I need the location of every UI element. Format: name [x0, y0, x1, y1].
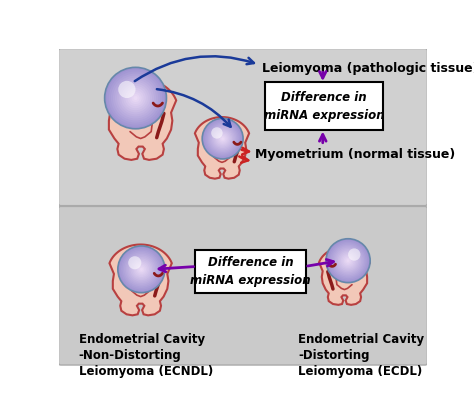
Circle shape [119, 82, 152, 114]
Circle shape [125, 88, 146, 109]
Circle shape [203, 120, 242, 157]
Circle shape [338, 250, 358, 271]
Circle shape [121, 84, 150, 112]
Circle shape [138, 266, 145, 272]
Circle shape [221, 137, 224, 140]
Circle shape [118, 81, 136, 98]
Circle shape [333, 246, 363, 275]
Circle shape [121, 249, 162, 290]
Text: Endometrial Cavity
-Distorting
Leiomyoma (ECDL): Endometrial Cavity -Distorting Leiomyoma… [298, 332, 424, 378]
Circle shape [210, 127, 235, 151]
Circle shape [118, 246, 165, 293]
Circle shape [137, 265, 146, 274]
Polygon shape [319, 247, 370, 305]
Circle shape [344, 256, 353, 265]
Circle shape [336, 249, 360, 272]
Circle shape [213, 129, 232, 148]
Circle shape [345, 258, 351, 263]
Circle shape [135, 263, 147, 275]
Circle shape [339, 252, 357, 270]
FancyBboxPatch shape [265, 83, 383, 130]
Circle shape [117, 80, 154, 116]
Circle shape [109, 72, 163, 125]
Circle shape [214, 131, 231, 147]
Circle shape [220, 136, 225, 141]
Circle shape [129, 92, 142, 104]
Circle shape [128, 90, 144, 106]
Circle shape [123, 86, 148, 110]
Circle shape [134, 261, 149, 277]
Circle shape [341, 253, 356, 268]
Circle shape [335, 247, 361, 274]
Text: Difference in
miRNA expression: Difference in miRNA expression [191, 256, 311, 287]
Circle shape [105, 67, 166, 129]
Polygon shape [105, 79, 176, 160]
Circle shape [111, 74, 160, 122]
Circle shape [326, 239, 370, 283]
Circle shape [205, 121, 240, 156]
Polygon shape [195, 117, 249, 179]
Circle shape [328, 240, 369, 281]
Circle shape [129, 257, 154, 282]
Circle shape [208, 124, 237, 154]
Circle shape [330, 243, 366, 278]
Circle shape [107, 69, 164, 127]
Circle shape [217, 133, 228, 144]
Polygon shape [109, 245, 172, 315]
FancyBboxPatch shape [58, 206, 428, 365]
Circle shape [329, 242, 367, 280]
Text: Endometrial Cavity
-Non-Distorting
Leiomyoma (ECNDL): Endometrial Cavity -Non-Distorting Leiom… [79, 332, 213, 378]
Circle shape [342, 255, 354, 267]
Circle shape [123, 251, 160, 288]
Circle shape [115, 78, 156, 118]
Circle shape [119, 247, 164, 291]
Circle shape [126, 254, 157, 285]
Circle shape [202, 118, 243, 159]
Circle shape [211, 127, 223, 139]
Circle shape [128, 256, 141, 269]
Circle shape [216, 132, 229, 145]
Circle shape [348, 248, 360, 261]
Circle shape [134, 96, 137, 100]
Circle shape [140, 268, 143, 271]
Circle shape [219, 134, 227, 143]
Text: Myometrium (normal tissue): Myometrium (normal tissue) [255, 148, 456, 161]
Text: Difference in
miRNA expression: Difference in miRNA expression [264, 91, 384, 122]
Circle shape [332, 245, 365, 277]
Text: Leiomyoma (pathologic tissue): Leiomyoma (pathologic tissue) [262, 62, 474, 75]
Circle shape [346, 259, 349, 262]
Circle shape [206, 122, 239, 155]
Circle shape [212, 128, 234, 150]
Circle shape [209, 125, 236, 152]
Circle shape [131, 94, 140, 102]
FancyBboxPatch shape [58, 48, 428, 206]
Circle shape [127, 255, 155, 283]
FancyBboxPatch shape [195, 250, 307, 293]
Circle shape [132, 260, 151, 279]
Circle shape [124, 252, 159, 286]
Circle shape [113, 76, 158, 120]
Circle shape [130, 259, 152, 280]
